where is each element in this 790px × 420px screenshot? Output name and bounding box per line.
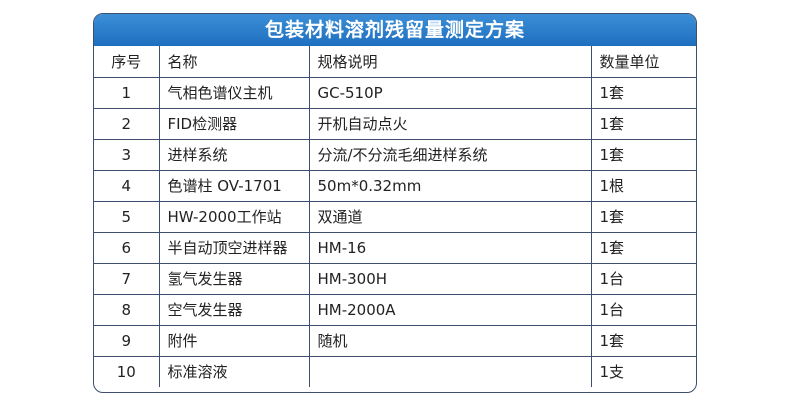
table-row: 5 HW-2000工作站 双通道 1套 (94, 200, 696, 233)
table-row: 3 进样系统 分流/不分流毛细进样系统 1套 (94, 138, 696, 171)
table-cell: HM-16 (308, 231, 592, 264)
table-cell: 分流/不分流毛细进样系统 (308, 138, 592, 171)
table-cell (308, 355, 592, 387)
table-cell: 50m*0.32mm (308, 169, 592, 202)
table-cell: 9 (94, 324, 160, 357)
table-row: 6 半自动顶空进样器 HM-16 1套 (94, 231, 696, 264)
table-cell: 10 (94, 355, 160, 387)
table-cell: 1 (94, 76, 160, 109)
table-cell: GC-510P (308, 76, 592, 109)
table-cell: 名称 (158, 46, 310, 78)
table-cell: 8 (94, 293, 160, 326)
table-cell: 氢气发生器 (158, 262, 310, 295)
table-title: 包装材料溶剂残留量测定方案 (94, 14, 696, 46)
table-cell: 1套 (590, 231, 696, 264)
table-row: 7 氢气发生器 HM-300H 1台 (94, 262, 696, 295)
table-cell: 进样系统 (158, 138, 310, 171)
table-cell: 1根 (590, 169, 696, 202)
table-cell: 2 (94, 107, 160, 140)
table-cell: 1台 (590, 293, 696, 326)
table-cell: 1套 (590, 324, 696, 357)
table-cell: HM-2000A (308, 293, 592, 326)
table-cell: 序号 (94, 46, 160, 78)
header-row: 序号 名称 规格说明 数量单位 (94, 46, 696, 78)
table-cell: 附件 (158, 324, 310, 357)
table-cell: 数量单位 (590, 46, 696, 78)
table-cell: 开机自动点火 (308, 107, 592, 140)
plan-table-container: 包装材料溶剂残留量测定方案 序号 名称 规格说明 数量单位 1 气相色谱仪主机 GC-510… (93, 13, 697, 393)
table-row: 4 色谱柱 OV-1701 50m*0.32mm 1根 (94, 169, 696, 202)
table-cell: 双通道 (308, 200, 592, 233)
table-cell: 标准溶液 (158, 355, 310, 387)
plan-table: 序号 名称 规格说明 数量单位 1 气相色谱仪主机 GC-510P 1套 2 FID检测器 开机自动… (94, 46, 696, 387)
table-cell: 半自动顶空进样器 (158, 231, 310, 264)
table-cell: 5 (94, 200, 160, 233)
table-cell: 6 (94, 231, 160, 264)
table-cell: FID检测器 (158, 107, 310, 140)
table-cell: HM-300H (308, 262, 592, 295)
table-cell: 空气发生器 (158, 293, 310, 326)
table-cell: 7 (94, 262, 160, 295)
table-cell: 4 (94, 169, 160, 202)
table-cell: 1套 (590, 138, 696, 171)
table-cell: 1套 (590, 76, 696, 109)
table-row: 9 附件 随机 1套 (94, 324, 696, 357)
table-row: 1 气相色谱仪主机 GC-510P 1套 (94, 76, 696, 109)
table-cell: 随机 (308, 324, 592, 357)
table-cell: 1台 (590, 262, 696, 295)
table-cell: 3 (94, 138, 160, 171)
table-cell: 气相色谱仪主机 (158, 76, 310, 109)
table-row: 10 标准溶液 1支 (94, 355, 696, 387)
table-cell: 1套 (590, 107, 696, 140)
table-cell: 色谱柱 OV-1701 (158, 169, 310, 202)
table-cell: HW-2000工作站 (158, 200, 310, 233)
table-cell: 规格说明 (308, 46, 592, 78)
table-cell: 1支 (590, 355, 696, 387)
table-cell: 1套 (590, 200, 696, 233)
table-row: 2 FID检测器 开机自动点火 1套 (94, 107, 696, 140)
table-row: 8 空气发生器 HM-2000A 1台 (94, 293, 696, 326)
